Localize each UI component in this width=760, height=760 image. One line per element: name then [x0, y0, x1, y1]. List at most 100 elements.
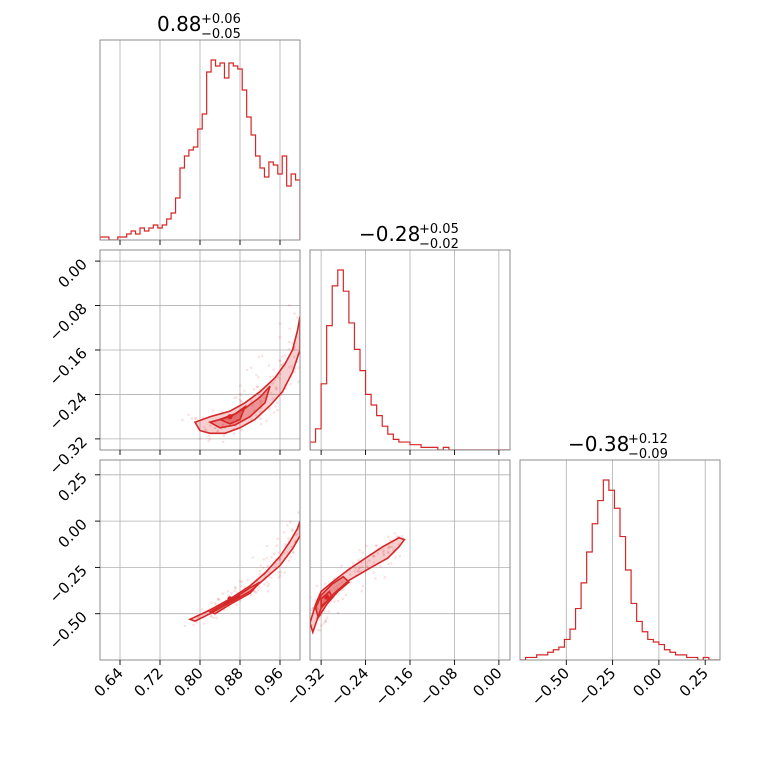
title-param-1: −0.28 +0.05 −0.02 — [359, 222, 459, 252]
sample-point — [287, 559, 291, 563]
plot-area — [100, 59, 300, 240]
sample-point — [400, 535, 404, 538]
x-tick-label: 0.80 — [170, 664, 206, 700]
sample-point — [266, 584, 269, 588]
x-tick-label: 0.00 — [469, 664, 505, 700]
title-2-plus: +0.12 — [628, 432, 668, 447]
sample-point — [365, 544, 368, 548]
sample-point — [379, 564, 383, 568]
sample-point — [278, 377, 282, 380]
sample-point — [259, 417, 263, 421]
sample-point — [235, 396, 238, 399]
y-tick-label: −0.32 — [46, 433, 91, 478]
sample-point — [274, 385, 278, 389]
sample-point — [374, 544, 378, 547]
sample-point — [375, 544, 378, 548]
sample-point — [372, 561, 376, 564]
sample-point — [289, 520, 292, 524]
sample-point — [250, 399, 253, 402]
sample-point — [208, 437, 212, 441]
sample-point — [353, 570, 357, 573]
sample-point — [296, 532, 299, 536]
sample-point — [265, 544, 269, 548]
sample-point — [181, 418, 184, 422]
sample-point — [304, 554, 307, 557]
sample-point — [292, 550, 295, 554]
sample-point — [288, 304, 291, 307]
sample-point — [289, 382, 292, 386]
sample-point — [348, 573, 352, 576]
sample-point — [388, 545, 392, 549]
sample-point — [276, 537, 280, 541]
sample-point — [263, 582, 266, 586]
sample-point — [256, 588, 260, 591]
sample-point — [382, 549, 385, 553]
sample-point — [361, 551, 365, 554]
sample-point — [336, 599, 340, 603]
sample-point — [272, 375, 275, 378]
sample-point — [296, 511, 300, 514]
sample-point — [398, 554, 402, 558]
sample-point — [216, 430, 219, 433]
sample-point — [266, 565, 269, 568]
sample-point — [195, 621, 199, 624]
sample-point — [338, 582, 341, 586]
sample-point — [230, 591, 233, 595]
x-tick-label: 0.72 — [130, 664, 166, 700]
sample-point — [301, 523, 304, 526]
sample-point — [258, 410, 262, 414]
sample-point — [183, 624, 187, 628]
sample-point — [277, 551, 280, 555]
sample-point — [276, 408, 279, 412]
sample-point — [323, 610, 327, 613]
sample-point — [290, 341, 294, 345]
sample-point — [357, 567, 361, 571]
sample-point — [281, 355, 284, 359]
sample-point — [269, 375, 272, 379]
sample-point — [203, 426, 206, 429]
sample-point — [278, 372, 282, 376]
sample-point — [239, 393, 242, 397]
sample-point — [190, 417, 194, 420]
sample-point — [233, 589, 237, 592]
sample-point — [327, 610, 330, 613]
sample-point — [383, 576, 387, 579]
sample-point — [221, 592, 224, 595]
sample-point — [215, 616, 218, 620]
sample-point — [278, 359, 281, 362]
sample-point — [279, 570, 283, 574]
sample-point — [322, 622, 325, 625]
sample-point — [258, 572, 261, 576]
sample-point — [360, 565, 364, 569]
title-1-minus: −0.02 — [419, 237, 459, 252]
sample-point — [394, 556, 397, 559]
density-peak — [324, 594, 330, 600]
sample-point — [221, 423, 224, 427]
sample-point — [304, 541, 307, 544]
sample-point — [323, 582, 327, 586]
sample-point — [267, 589, 270, 593]
sample-point — [297, 366, 300, 370]
sample-point — [265, 580, 269, 584]
sample-point — [389, 539, 392, 542]
y-tick-label: −0.50 — [46, 608, 91, 653]
sample-point — [324, 618, 328, 622]
sample-point — [357, 570, 360, 573]
plot-area — [520, 479, 720, 660]
sample-point — [333, 600, 336, 603]
plot-area — [181, 304, 300, 444]
sample-point — [390, 545, 394, 549]
sample-point — [270, 556, 273, 559]
sample-point — [246, 578, 249, 582]
sample-point — [287, 537, 290, 540]
sample-point — [280, 363, 283, 367]
sample-point — [254, 591, 258, 594]
sample-point — [381, 550, 385, 554]
contour-level-2 — [217, 404, 247, 425]
sample-point — [372, 571, 375, 574]
sample-point — [271, 397, 274, 400]
sample-point — [249, 366, 253, 369]
sample-point — [275, 544, 279, 547]
sample-point — [272, 368, 275, 371]
sample-point — [274, 387, 278, 391]
